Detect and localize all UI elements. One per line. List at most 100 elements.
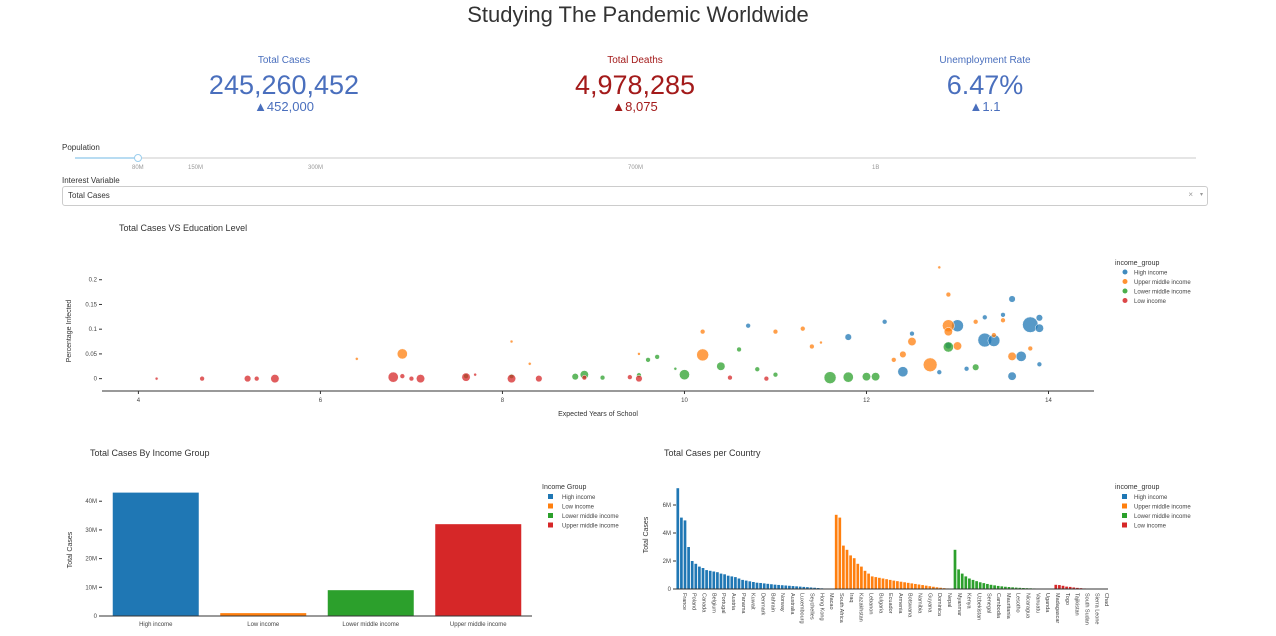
slider-mark-150m[interactable]: 150M [188,165,204,171]
scatter-point-high-income [982,314,988,320]
country-x-tick-label: Armenia [897,593,903,614]
country-bar-upper-middle-income [903,582,906,589]
scatter-point-upper-middle-income [1027,345,1033,352]
scatter-point-upper-middle-income [809,343,815,350]
country-x-tick-label: Norway [779,593,785,612]
country-bar-high-income [755,582,759,589]
scatter-point-upper-middle-income [943,327,953,337]
country-chart-title: Total Cases per Country [664,448,761,458]
country-bar-upper-middle-income [914,583,917,589]
country-bar-high-income [809,587,813,589]
country-bar-high-income [802,586,806,589]
kpi-total-cases-value: 245,260,452 [208,70,360,100]
scatter-point-low-income [507,374,516,384]
scatter-legend-marker-high-income [1122,269,1128,275]
scatter-point-upper-middle-income [527,362,532,366]
chevron-down-icon[interactable]: ▾ [1199,192,1203,198]
population-slider-rail[interactable] [75,157,1196,159]
country-bar-upper-middle-income [928,586,932,589]
scatter-point-upper-middle-income [945,291,952,298]
kpi-unemployment-value: 6.47% [946,70,1024,100]
country-bar-upper-middle-income [899,581,903,589]
scatter-point-lower-middle-income [645,357,651,363]
country-bar-high-income [791,586,795,589]
country-bar-upper-middle-income [892,580,896,589]
country-bar-lower-middle-income [1004,586,1007,589]
country-x-tick-label: Lebanon [867,593,873,614]
country-bar-upper-middle-income [881,578,885,589]
country-bar-lower-middle-income [953,549,957,589]
income-y-tick-label: 20M [85,557,97,563]
country-bar-upper-middle-income [834,514,838,589]
country-bar-lower-middle-income [982,583,986,589]
scatter-point-low-income [727,374,733,381]
slider-mark-300m[interactable]: 300M [308,165,324,171]
interest-variable-label: Interest Variable [62,176,120,185]
scatter-legend-label-low-income: Low income [1134,299,1167,305]
population-slider-handle[interactable] [134,154,142,162]
scatter-point-low-income [627,374,633,380]
country-bar-upper-middle-income [863,570,867,589]
scatter-point-lower-middle-income [571,373,579,381]
kpi-unemployment-label: Unemployment Rate [939,55,1031,66]
slider-mark-700m[interactable]: 700M [628,165,644,171]
country-bar-upper-middle-income [935,587,939,589]
country-x-tick-label: Luxembourg [799,593,805,624]
country-x-tick-label: Kenya [966,593,972,610]
scatter-legend-label-high-income: High income [1134,271,1168,277]
country-bar-low-income [1054,584,1058,589]
country-x-tick-label: Tajikistan [1074,593,1080,616]
income-bar-low-income [220,613,307,616]
country-bar-low-income [1065,586,1068,589]
country-bar-high-income [741,579,744,589]
scatter-point-upper-middle-income [700,329,706,335]
income-legend-marker-upper-middle-income [548,522,553,528]
country-legend-title: income_group [1115,484,1159,491]
income-bar-high-income [112,492,199,616]
scatter-point-low-income [408,375,415,382]
interest-variable-dropdown[interactable]: Total Cases × ▾ [62,186,1208,206]
scatter-point-lower-middle-income [736,346,742,353]
income-legend-label-low-income: Low income [562,505,595,511]
country-x-tick-label: Kuwait [750,593,756,610]
country-bar-high-income [698,566,701,589]
country-legend-label-lower-middle-income: Lower middle income [1134,514,1191,520]
scatter-x-tick-label: 6 [319,398,323,404]
country-legend-marker-upper-middle-income [1122,503,1127,509]
scatter-point-upper-middle-income [819,340,823,345]
country-x-tick-label: Bahrain [769,593,775,612]
country-bar-upper-middle-income [885,579,888,589]
country-x-tick-label: Chad [1103,593,1109,606]
country-x-tick-label: Madagascar [1054,593,1060,623]
slider-mark-1b[interactable]: 1B [872,165,880,171]
country-x-tick-label: Mauritania [1005,593,1011,620]
country-bar-upper-middle-income [856,563,860,589]
country-bar-high-income [737,578,741,589]
country-legend-marker-low-income [1122,522,1127,528]
population-slider-track [75,157,138,159]
country-x-tick-label: Belgium [710,593,716,613]
scatter-x-tick-label: 4 [137,398,141,404]
slider-mark-80m[interactable]: 80M [132,165,144,171]
scatter-point-low-income [387,371,399,383]
scatter-point-upper-middle-income [923,357,938,372]
country-bar-high-income [712,571,716,589]
country-x-tick-label: Canada [701,593,707,613]
scatter-point-high-income [936,369,942,375]
scatter-point-low-income [763,375,770,382]
clear-icon[interactable]: × [1188,190,1193,199]
country-legend-marker-lower-middle-income [1122,513,1127,518]
country-bar-upper-middle-income [874,577,878,589]
scatter-point-high-income [909,330,915,337]
income-y-tick-label: 10M [85,585,97,591]
income-y-tick-label: 40M [85,499,97,505]
country-bar-low-income [1068,586,1072,589]
country-bar-high-income [690,561,694,589]
scatter-point-upper-middle-income [899,350,907,358]
country-bar-high-income [683,520,687,589]
country-x-tick-label: Hong Kong [818,593,824,621]
country-bar-lower-middle-income [1014,587,1018,589]
scatter-point-low-income [535,375,543,383]
country-x-tick-label: Uganda [1044,593,1050,613]
country-bar-upper-middle-income [896,581,899,589]
